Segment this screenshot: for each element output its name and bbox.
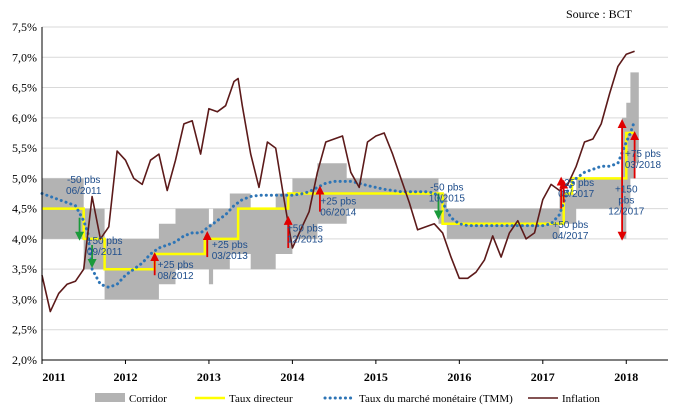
y-tick-label: 3,5% xyxy=(12,262,37,276)
x-tick-label: 2015 xyxy=(364,370,388,384)
y-tick-label: 3,0% xyxy=(12,292,37,306)
annotation-label: 06/2011 xyxy=(66,186,102,197)
legend-swatch xyxy=(95,393,125,402)
y-tick-label: 7,0% xyxy=(12,50,37,64)
annotation-label: +50 pbs xyxy=(87,236,123,247)
annotation-label: +25 pbs xyxy=(320,196,356,207)
y-tick-label: 2,5% xyxy=(12,323,37,337)
annotation-label: +25 pbs xyxy=(158,260,194,271)
x-tick-label: 2012 xyxy=(113,370,137,384)
y-tick-label: 4,0% xyxy=(12,232,37,246)
source-label: Source : BCT xyxy=(566,7,633,21)
annotation-label: 12/2013 xyxy=(287,235,324,246)
annotation-label: -50 pbs xyxy=(430,182,463,193)
annotation-label: 05/2017 xyxy=(558,189,595,200)
annotation-label: 09/2011 xyxy=(87,247,123,258)
annotation-label: 10/2015 xyxy=(429,193,466,204)
series-taux-directeur-line xyxy=(42,131,635,271)
legend-label: Corridor xyxy=(129,393,167,405)
annotation-label: 03/2018 xyxy=(625,160,662,171)
y-tick-label: 5,5% xyxy=(12,141,37,155)
series-tmm-line xyxy=(40,119,637,289)
annotation-label: 03/2013 xyxy=(212,251,249,262)
corridor-band-layer xyxy=(42,72,639,300)
series-corridor-band xyxy=(42,72,639,300)
x-tick-label: 2011 xyxy=(42,370,65,384)
annotation-label: 08/2012 xyxy=(157,271,194,282)
x-tick-label: 2013 xyxy=(197,370,221,384)
x-tick-label: 2017 xyxy=(531,370,555,384)
y-tick-label: 4,5% xyxy=(12,202,37,216)
annotation-label: +50 pbs xyxy=(287,224,323,235)
annotation-label: +50 pbs xyxy=(552,220,588,231)
series-lines-layer xyxy=(40,50,637,313)
axes: 2,0% 2,5% 3,0% 3,5% 4,0% 4,5% 5,0% 5,5% 6,0% 6,5%… xyxy=(12,20,668,384)
annotation-label: +150 xyxy=(615,184,638,195)
annotation-label: 12/2017 xyxy=(608,206,645,217)
annotation-label: 06/2014 xyxy=(320,207,357,218)
legend: Corridor Taux directeur Taux du marché mon… xyxy=(95,393,600,405)
legend-label: Inflation xyxy=(562,393,600,405)
y-tick-label: 2,0% xyxy=(12,353,37,367)
y-tick-label: 7,5% xyxy=(12,20,37,34)
annotation-label: -50 pbs xyxy=(67,175,100,186)
annotation-label: pbs xyxy=(618,195,634,206)
series-inflation-line xyxy=(41,50,635,313)
annotation-label: +75 pbs xyxy=(625,149,661,160)
annotation-label: +25 pbs xyxy=(212,240,248,251)
legend-label: Taux du marché monétaire (TMM) xyxy=(359,393,513,405)
y-tick-label: 5,0% xyxy=(12,171,37,185)
y-tick-label: 6,5% xyxy=(12,81,37,95)
x-tick-label: 2016 xyxy=(447,370,471,384)
x-tick-label: 2018 xyxy=(614,370,638,384)
legend-label: Taux directeur xyxy=(229,393,293,405)
y-tick-label: 6,0% xyxy=(12,111,37,125)
annotation-label: 04/2017 xyxy=(552,231,589,242)
annotation-label: +25 pbs xyxy=(558,178,594,189)
x-tick-label: 2014 xyxy=(280,370,304,384)
